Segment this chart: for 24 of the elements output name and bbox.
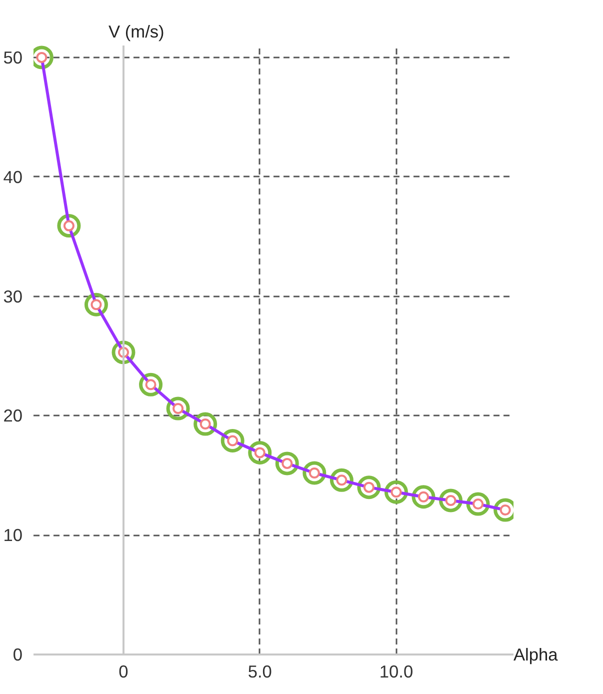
point [194, 412, 218, 436]
y-tick-label: 20 [3, 406, 23, 426]
y-tick-label: 40 [3, 166, 23, 187]
x-axis-title: Alpha [514, 644, 558, 664]
point [357, 476, 381, 500]
point [330, 468, 354, 492]
point [248, 440, 272, 464]
point [139, 372, 163, 396]
y-tick-label: 0 [12, 644, 23, 664]
point [384, 480, 408, 504]
point [275, 452, 299, 476]
x-tick-label: 5.0 [248, 662, 272, 682]
point [220, 429, 244, 452]
y-tick-label: 30 [3, 286, 23, 306]
point [84, 292, 108, 316]
y-tick-label: 50 [3, 47, 23, 68]
y-tick-label: 10 [3, 525, 23, 546]
x-tick-label: 0 [118, 662, 128, 682]
x-tick-label: 10.0 [379, 662, 414, 682]
point [439, 488, 463, 512]
point [166, 396, 190, 420]
point [302, 461, 326, 485]
point [57, 214, 81, 238]
y-axis-title: V (m/s) [108, 22, 164, 42]
